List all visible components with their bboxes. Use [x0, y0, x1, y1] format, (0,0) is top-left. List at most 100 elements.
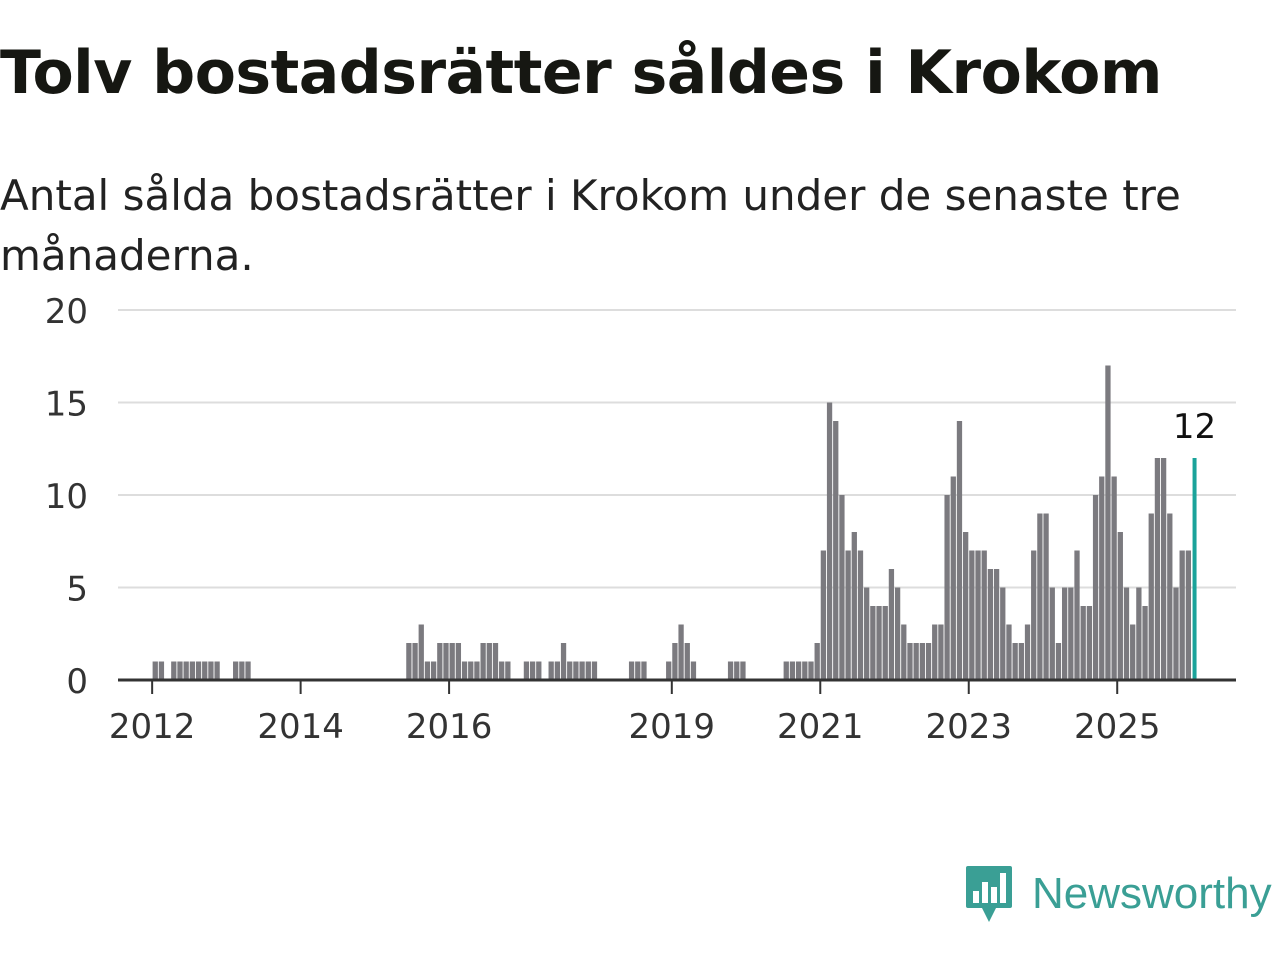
bar [567, 661, 573, 680]
bar [956, 421, 963, 680]
bar [245, 661, 251, 680]
bar [177, 661, 183, 680]
bar [468, 661, 474, 680]
bar [579, 661, 585, 680]
bar [938, 624, 944, 680]
x-axis: 2012 2014 2016 2019 2021 2023 2025 [109, 678, 1236, 747]
x-tick-label: 2025 [1074, 707, 1161, 747]
bar [1179, 550, 1185, 680]
bar [950, 476, 956, 680]
bar [455, 643, 462, 680]
bar [560, 643, 567, 680]
bar [171, 661, 177, 680]
bar [684, 643, 690, 680]
bar [641, 661, 647, 680]
bar [1037, 513, 1043, 680]
newsworthy-logo-icon [966, 866, 1012, 922]
y-tick-label: 5 [66, 570, 88, 610]
bar [1055, 643, 1062, 680]
bar [195, 661, 202, 680]
bar [901, 624, 907, 680]
bar [1006, 624, 1012, 680]
bar [214, 661, 220, 680]
bar [969, 550, 975, 680]
bar [1160, 458, 1167, 680]
bar [202, 661, 208, 680]
bar [795, 661, 802, 680]
bar [418, 624, 424, 680]
bar [734, 661, 740, 680]
bar [1148, 513, 1154, 680]
bar [993, 569, 1000, 680]
x-tick-label: 2019 [629, 707, 716, 747]
bar [802, 661, 808, 680]
bar [672, 643, 678, 680]
bar [975, 550, 981, 680]
bar [406, 643, 412, 680]
bar [183, 661, 189, 680]
bar [1080, 606, 1086, 680]
bar [820, 550, 827, 680]
bar [678, 624, 684, 680]
bar [492, 643, 499, 680]
bar [783, 661, 789, 680]
bar [907, 643, 913, 680]
bar [845, 550, 851, 680]
bar [152, 661, 158, 680]
bar [635, 661, 641, 680]
bar [628, 661, 635, 680]
bar [981, 550, 987, 680]
bar [1105, 365, 1111, 680]
chart-subtitle: Antal sålda bostadsrätter i Krokom under… [0, 171, 1181, 280]
bar [932, 624, 938, 680]
bar [474, 661, 480, 680]
bar [529, 661, 536, 680]
bar [833, 421, 839, 680]
brand-name: Newsworthy [1032, 869, 1272, 918]
bar [690, 661, 697, 680]
bar [480, 643, 486, 680]
bar [857, 550, 864, 680]
bar [486, 643, 492, 680]
bar [1142, 606, 1148, 680]
bar [554, 661, 560, 680]
bar [1043, 513, 1049, 680]
bar [963, 532, 969, 680]
bar [536, 661, 542, 680]
bar [851, 532, 857, 680]
x-tick-label: 2016 [406, 707, 493, 747]
bar [1018, 643, 1024, 680]
y-tick-label: 15 [45, 385, 88, 425]
bar [239, 661, 245, 680]
bar [573, 661, 579, 680]
bar [987, 569, 994, 680]
bar [1000, 587, 1006, 680]
bar [1111, 476, 1117, 680]
bar [1086, 606, 1093, 680]
bar [548, 661, 554, 680]
bar [1117, 532, 1123, 680]
bar [443, 643, 449, 680]
bar [233, 661, 239, 680]
bar [894, 587, 901, 680]
y-tick-label: 0 [66, 662, 88, 702]
bar [944, 495, 950, 680]
bar [876, 606, 882, 680]
x-tick-label: 2023 [925, 707, 1012, 747]
bar [826, 402, 833, 680]
bar [424, 661, 431, 680]
bar [1136, 587, 1142, 680]
bar [1123, 587, 1130, 680]
labels: 12 [1173, 407, 1216, 447]
bar [1049, 587, 1055, 680]
bar [1061, 587, 1068, 680]
bar [461, 661, 468, 680]
y-tick-label: 20 [45, 292, 88, 332]
bar [1092, 495, 1099, 680]
bar [505, 661, 511, 680]
bar [870, 606, 876, 680]
bar [1068, 587, 1074, 680]
gridlines [118, 309, 1236, 589]
bar [913, 643, 919, 680]
bar [808, 661, 814, 680]
